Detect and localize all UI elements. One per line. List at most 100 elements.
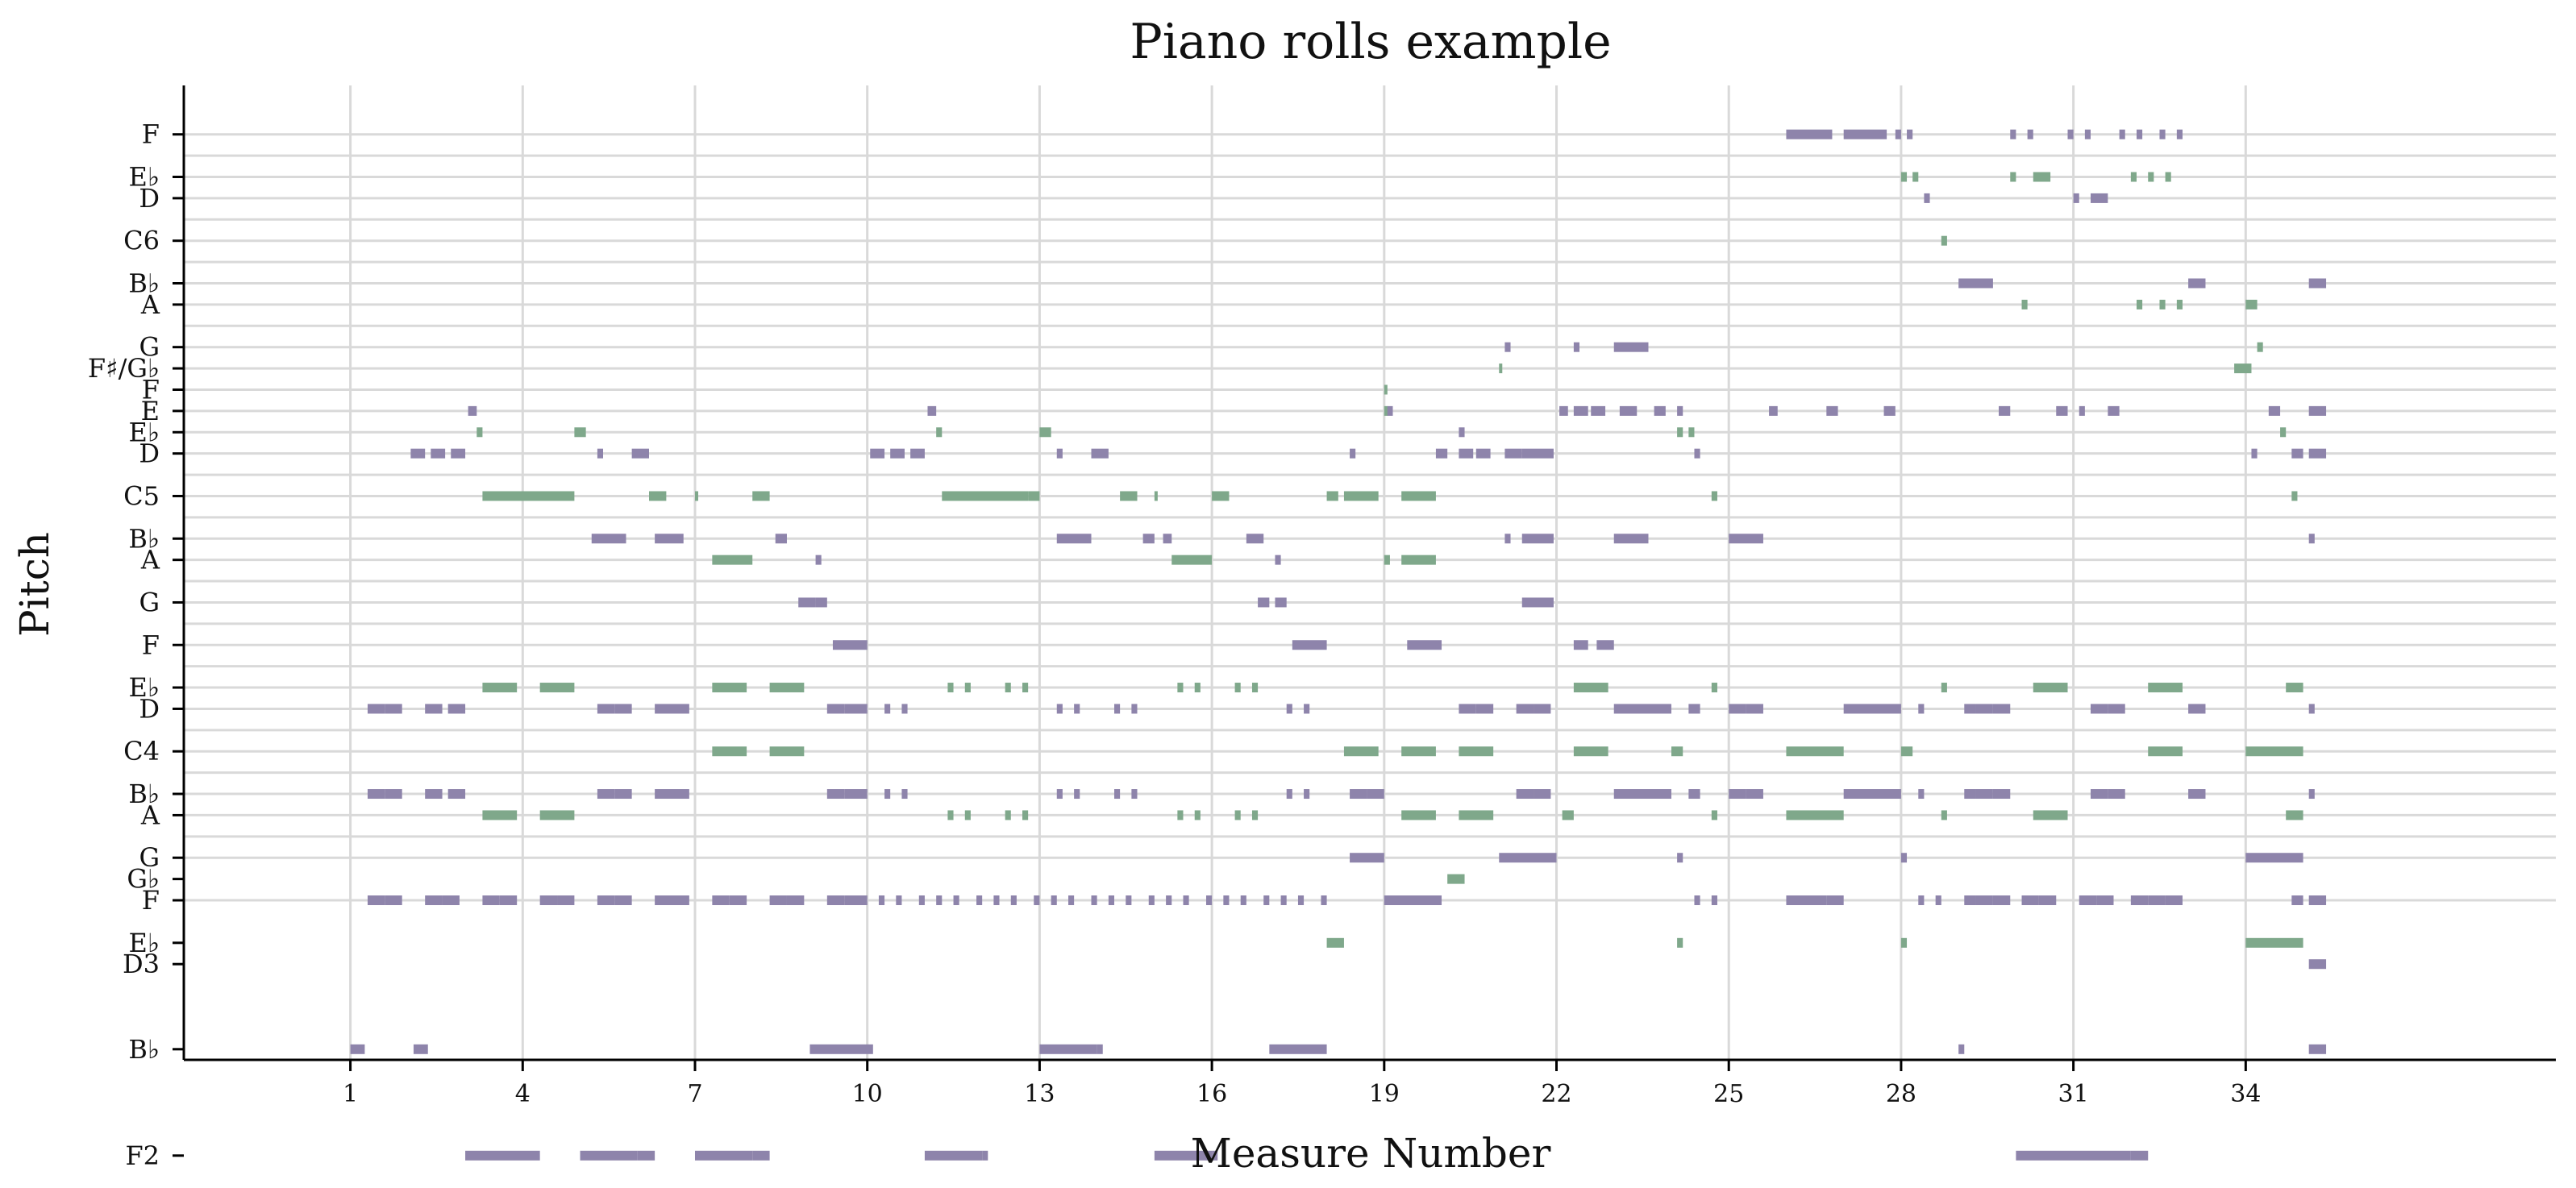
note-bar [1677, 937, 1683, 948]
pitch-label: G [139, 332, 160, 363]
note-bar [2148, 746, 2183, 757]
x-tick-label: 7 [687, 1080, 702, 1108]
note-bar [1999, 405, 2011, 416]
note-bar [1677, 853, 1683, 863]
note-bar [1350, 448, 1356, 459]
note-bar [2165, 172, 2171, 182]
note-bar [896, 895, 902, 906]
x-tick-label: 25 [1713, 1080, 1744, 1108]
note-bar [2148, 683, 2183, 693]
note-bar [2084, 129, 2091, 139]
note-bar [367, 789, 385, 800]
note-bar [2033, 810, 2068, 820]
note-bar [1304, 789, 1310, 800]
pitch-label: F [142, 374, 160, 405]
note-bar [1194, 810, 1201, 820]
note-bar [672, 704, 689, 714]
note-bar [1924, 193, 1930, 203]
note-bar [1401, 491, 1436, 501]
note-bar [1826, 895, 1844, 906]
pitch-label: D3 [123, 949, 160, 979]
note-bar [539, 895, 558, 906]
note-bar [2159, 299, 2166, 309]
note-bar [451, 448, 466, 459]
note-bar [2096, 895, 2114, 906]
note-bar [1263, 895, 1270, 906]
note-bar [1097, 1044, 1103, 1054]
note-bar [1516, 789, 1534, 800]
note-bar [947, 683, 954, 693]
note-bar [637, 1150, 655, 1161]
note-bar [826, 789, 845, 800]
note-bar [2130, 172, 2137, 182]
x-tick-label: 13 [1024, 1080, 1055, 1108]
note-bar [1114, 789, 1121, 800]
pitch-label: E♭ [129, 928, 160, 958]
note-bar [2130, 895, 2149, 906]
note-bar [1975, 789, 1993, 800]
note-bar [1205, 895, 1213, 906]
note-bar [655, 704, 672, 714]
note-bar [2056, 405, 2068, 416]
note-bar [1131, 789, 1138, 800]
note-bar [1711, 895, 1717, 906]
note-bar [890, 448, 905, 459]
note-bar [2268, 405, 2281, 416]
note-bar [2245, 853, 2303, 863]
note-bar [1992, 895, 2011, 906]
x-axis-ticks: 1 4 7 10 13 16 19 22 25 28 31 34 [343, 1060, 2261, 1108]
note-bar [927, 405, 937, 416]
note-bar [1729, 789, 1746, 800]
note-bar [2108, 789, 2125, 800]
pitch-label: F [142, 119, 160, 150]
axes-spines [182, 85, 2556, 1061]
note-bar [798, 597, 816, 608]
note-bar [1183, 895, 1189, 906]
note-bar [1384, 384, 1388, 395]
note-bar [815, 597, 827, 608]
note-bar [2251, 448, 2258, 459]
pitch-row-gridlines [184, 133, 2556, 902]
note-bar [1475, 704, 1494, 714]
note-bar [936, 427, 943, 438]
note-bar [1435, 448, 1448, 459]
note-bar [1251, 810, 1259, 820]
note-bar [1056, 534, 1092, 544]
note-bar [1039, 1044, 1097, 1054]
note-bar [1895, 129, 1901, 139]
note-bar [1194, 683, 1201, 693]
note-bar [1900, 937, 1908, 948]
note-bar [2119, 129, 2125, 139]
note-bar [942, 491, 1029, 501]
pitch-label: E [141, 396, 160, 426]
note-bar [815, 555, 822, 565]
pitch-label: B♭ [128, 1034, 160, 1065]
note-bar [936, 895, 943, 906]
note-bars [350, 129, 2327, 1161]
note-bar [580, 1150, 638, 1161]
note-bar [1677, 427, 1683, 438]
note-bar [2108, 405, 2120, 416]
note-bar [425, 704, 443, 714]
note-bar [1459, 704, 1476, 714]
note-bar [901, 789, 908, 800]
x-tick-label: 4 [515, 1080, 531, 1108]
note-bar [1240, 895, 1246, 906]
note-bar [655, 789, 672, 800]
note-bar [694, 491, 698, 501]
note-bar [2308, 405, 2327, 416]
x-tick-label: 1 [343, 1080, 358, 1108]
note-bar [649, 491, 667, 501]
pitch-label: G♭ [127, 864, 160, 895]
note-bar [1039, 427, 1051, 438]
note-bar [2079, 405, 2085, 416]
note-bar [1343, 491, 1379, 501]
note-bar [1163, 534, 1172, 544]
vertical-gridlines [349, 85, 2247, 1060]
note-bar [1786, 810, 1844, 820]
pitch-label: A [140, 545, 160, 575]
note-bar [982, 1150, 988, 1161]
note-bar [2038, 895, 2057, 906]
note-bar [1275, 555, 1281, 565]
note-bar [694, 1150, 753, 1161]
